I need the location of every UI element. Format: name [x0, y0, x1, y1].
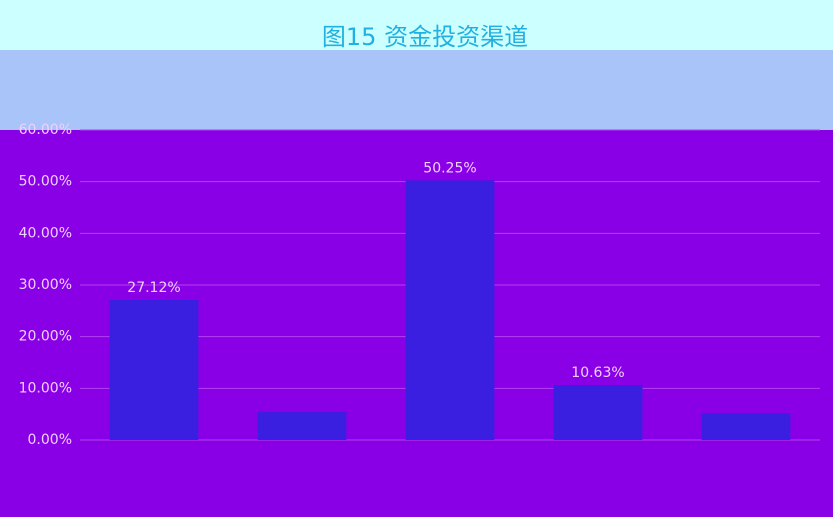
y-tick-label: 10.00% — [19, 380, 72, 396]
bar — [405, 180, 495, 440]
bar — [553, 385, 643, 440]
data-label: 50.25% — [423, 160, 476, 176]
header-band — [0, 50, 833, 130]
y-tick-label: 20.00% — [19, 329, 72, 345]
y-tick-label: 50.00% — [19, 174, 72, 190]
y-tick-label: 60.00% — [19, 122, 72, 138]
title-band — [0, 0, 833, 50]
bar — [109, 299, 199, 440]
bar — [257, 412, 347, 440]
data-label: 10.63% — [571, 365, 624, 381]
bar — [701, 413, 791, 440]
y-tick-label: 30.00% — [19, 277, 72, 293]
data-label: 27.12% — [127, 280, 180, 296]
y-tick-label: 0.00% — [28, 432, 72, 448]
y-tick-label: 40.00% — [19, 225, 72, 241]
chart-title: 图15 资金投资渠道 — [322, 23, 528, 51]
